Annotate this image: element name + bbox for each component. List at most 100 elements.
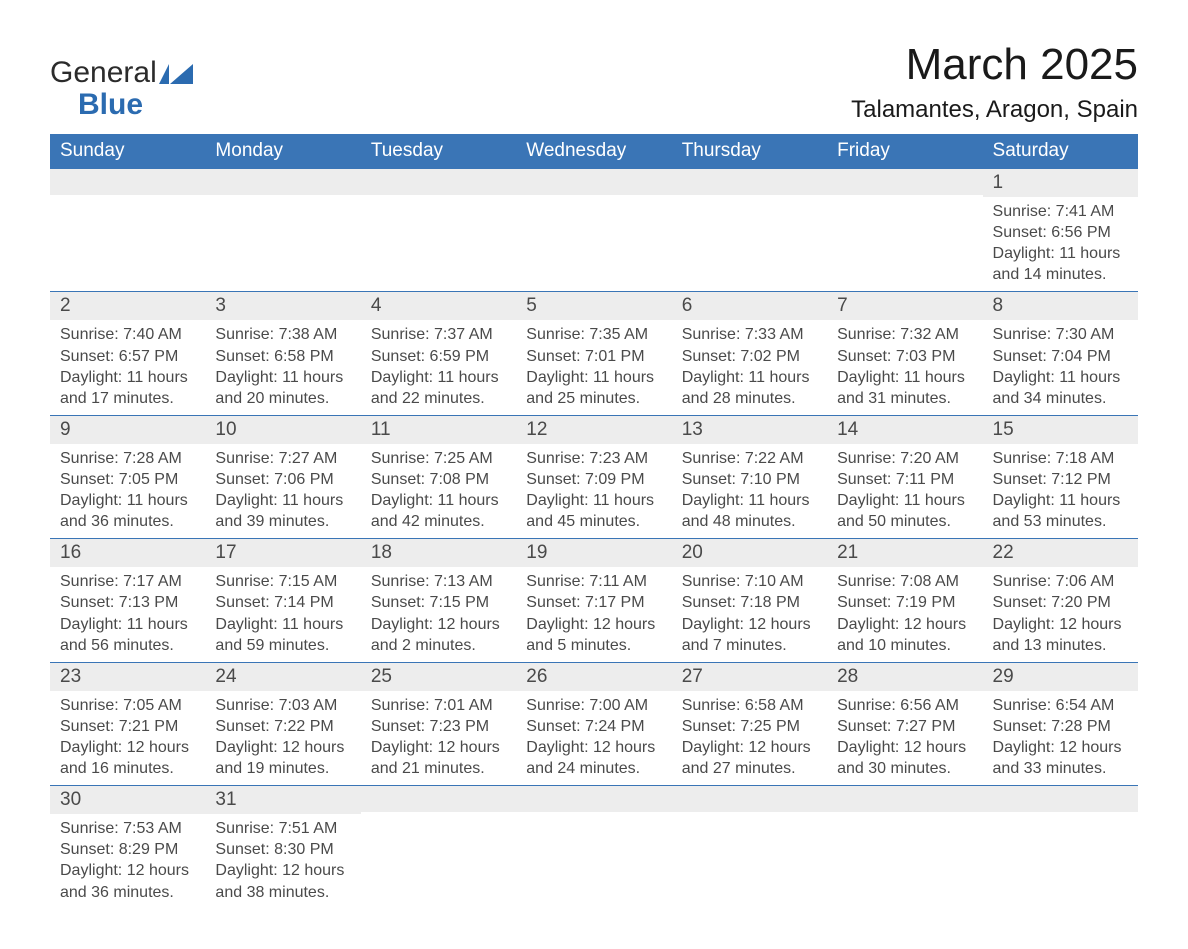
- day-detail-line: Sunset: 7:12 PM: [993, 469, 1128, 490]
- day-detail-line: Sunset: 6:58 PM: [215, 346, 350, 367]
- day-detail-line: Sunrise: 7:01 AM: [371, 695, 506, 716]
- logo-word-2: Blue: [78, 88, 143, 121]
- col-monday: Monday: [205, 134, 360, 169]
- day-detail-line: Sunrise: 7:10 AM: [682, 571, 817, 592]
- day-detail-line: Sunrise: 7:03 AM: [215, 695, 350, 716]
- calendar-cell: 3Sunrise: 7:38 AMSunset: 6:58 PMDaylight…: [205, 292, 360, 415]
- calendar-cell: 8Sunrise: 7:30 AMSunset: 7:04 PMDaylight…: [983, 292, 1138, 415]
- day-detail-line: Daylight: 12 hours: [682, 614, 817, 635]
- day-detail-line: Sunrise: 6:56 AM: [837, 695, 972, 716]
- day-number: 30: [50, 786, 205, 814]
- day-detail-line: Sunset: 6:56 PM: [993, 222, 1128, 243]
- day-details: Sunrise: 6:58 AMSunset: 7:25 PMDaylight:…: [672, 691, 827, 785]
- logo: General Blue: [50, 58, 193, 120]
- day-details: Sunrise: 7:06 AMSunset: 7:20 PMDaylight:…: [983, 567, 1138, 661]
- day-details: Sunrise: 7:38 AMSunset: 6:58 PMDaylight:…: [205, 320, 360, 414]
- day-detail-line: Daylight: 11 hours: [526, 490, 661, 511]
- day-detail-line: and 27 minutes.: [682, 758, 817, 779]
- day-detail-line: Sunrise: 7:18 AM: [993, 448, 1128, 469]
- col-tuesday: Tuesday: [361, 134, 516, 169]
- day-detail-line: and 13 minutes.: [993, 635, 1128, 656]
- day-number: 1: [983, 169, 1138, 197]
- day-details: Sunrise: 7:40 AMSunset: 6:57 PMDaylight:…: [50, 320, 205, 414]
- day-number: [672, 169, 827, 195]
- day-detail-line: Sunset: 7:20 PM: [993, 592, 1128, 613]
- day-details: Sunrise: 6:56 AMSunset: 7:27 PMDaylight:…: [827, 691, 982, 785]
- calendar-cell: 21Sunrise: 7:08 AMSunset: 7:19 PMDayligh…: [827, 539, 982, 662]
- calendar-cell: 25Sunrise: 7:01 AMSunset: 7:23 PMDayligh…: [361, 662, 516, 785]
- day-details: Sunrise: 6:54 AMSunset: 7:28 PMDaylight:…: [983, 691, 1138, 785]
- day-detail-line: Sunset: 7:10 PM: [682, 469, 817, 490]
- calendar-cell: 9Sunrise: 7:28 AMSunset: 7:05 PMDaylight…: [50, 415, 205, 538]
- calendar-cell: 20Sunrise: 7:10 AMSunset: 7:18 PMDayligh…: [672, 539, 827, 662]
- day-details: Sunrise: 7:37 AMSunset: 6:59 PMDaylight:…: [361, 320, 516, 414]
- day-detail-line: and 14 minutes.: [993, 264, 1128, 285]
- day-details: [672, 195, 827, 275]
- day-number: 19: [516, 539, 671, 567]
- day-details: Sunrise: 7:08 AMSunset: 7:19 PMDaylight:…: [827, 567, 982, 661]
- day-detail-line: Daylight: 11 hours: [215, 614, 350, 635]
- day-details: Sunrise: 7:15 AMSunset: 7:14 PMDaylight:…: [205, 567, 360, 661]
- calendar-body: 1Sunrise: 7:41 AMSunset: 6:56 PMDaylight…: [50, 169, 1138, 909]
- day-details: [827, 812, 982, 892]
- day-detail-line: Sunrise: 7:20 AM: [837, 448, 972, 469]
- day-detail-line: Sunrise: 7:08 AM: [837, 571, 972, 592]
- day-detail-line: Daylight: 11 hours: [993, 490, 1128, 511]
- day-number: 18: [361, 539, 516, 567]
- day-number: [205, 169, 360, 195]
- calendar-cell: [827, 169, 982, 292]
- day-detail-line: Daylight: 11 hours: [526, 367, 661, 388]
- day-detail-line: Sunset: 7:18 PM: [682, 592, 817, 613]
- day-details: Sunrise: 7:32 AMSunset: 7:03 PMDaylight:…: [827, 320, 982, 414]
- day-details: Sunrise: 7:20 AMSunset: 7:11 PMDaylight:…: [827, 444, 982, 538]
- day-details: Sunrise: 7:33 AMSunset: 7:02 PMDaylight:…: [672, 320, 827, 414]
- calendar-cell: 1Sunrise: 7:41 AMSunset: 6:56 PMDaylight…: [983, 169, 1138, 292]
- day-detail-line: Sunrise: 7:25 AM: [371, 448, 506, 469]
- day-detail-line: Sunset: 8:29 PM: [60, 839, 195, 860]
- day-detail-line: Sunrise: 7:13 AM: [371, 571, 506, 592]
- day-number: [516, 169, 671, 195]
- day-detail-line: Daylight: 11 hours: [682, 490, 817, 511]
- day-detail-line: Sunset: 7:24 PM: [526, 716, 661, 737]
- day-number: 16: [50, 539, 205, 567]
- day-number: 21: [827, 539, 982, 567]
- calendar-cell: 16Sunrise: 7:17 AMSunset: 7:13 PMDayligh…: [50, 539, 205, 662]
- day-detail-line: and 53 minutes.: [993, 511, 1128, 532]
- day-number: 15: [983, 416, 1138, 444]
- day-detail-line: and 42 minutes.: [371, 511, 506, 532]
- day-detail-line: Sunrise: 7:32 AM: [837, 324, 972, 345]
- calendar-cell: 26Sunrise: 7:00 AMSunset: 7:24 PMDayligh…: [516, 662, 671, 785]
- day-detail-line: Sunrise: 6:58 AM: [682, 695, 817, 716]
- day-details: [983, 812, 1138, 892]
- day-number: 7: [827, 292, 982, 320]
- day-details: [516, 195, 671, 275]
- day-details: Sunrise: 7:23 AMSunset: 7:09 PMDaylight:…: [516, 444, 671, 538]
- calendar-cell: 23Sunrise: 7:05 AMSunset: 7:21 PMDayligh…: [50, 662, 205, 785]
- calendar-cell: 22Sunrise: 7:06 AMSunset: 7:20 PMDayligh…: [983, 539, 1138, 662]
- day-number: 4: [361, 292, 516, 320]
- day-detail-line: Daylight: 12 hours: [993, 737, 1128, 758]
- day-detail-line: Sunset: 7:15 PM: [371, 592, 506, 613]
- day-detail-line: Daylight: 12 hours: [526, 614, 661, 635]
- col-saturday: Saturday: [983, 134, 1138, 169]
- calendar-cell: 19Sunrise: 7:11 AMSunset: 7:17 PMDayligh…: [516, 539, 671, 662]
- calendar-cell: 18Sunrise: 7:13 AMSunset: 7:15 PMDayligh…: [361, 539, 516, 662]
- day-details: Sunrise: 7:22 AMSunset: 7:10 PMDaylight:…: [672, 444, 827, 538]
- day-number: 26: [516, 663, 671, 691]
- day-detail-line: Sunset: 7:19 PM: [837, 592, 972, 613]
- day-details: Sunrise: 7:05 AMSunset: 7:21 PMDaylight:…: [50, 691, 205, 785]
- day-detail-line: Sunrise: 6:54 AM: [993, 695, 1128, 716]
- day-detail-line: Sunset: 7:21 PM: [60, 716, 195, 737]
- day-detail-line: and 45 minutes.: [526, 511, 661, 532]
- calendar-cell: [516, 786, 671, 909]
- calendar-cell: 24Sunrise: 7:03 AMSunset: 7:22 PMDayligh…: [205, 662, 360, 785]
- day-detail-line: Daylight: 11 hours: [837, 490, 972, 511]
- day-detail-line: and 56 minutes.: [60, 635, 195, 656]
- day-number: [516, 786, 671, 812]
- day-details: Sunrise: 7:51 AMSunset: 8:30 PMDaylight:…: [205, 814, 360, 908]
- day-details: [205, 195, 360, 275]
- col-wednesday: Wednesday: [516, 134, 671, 169]
- day-detail-line: Daylight: 11 hours: [837, 367, 972, 388]
- day-detail-line: Sunrise: 7:06 AM: [993, 571, 1128, 592]
- calendar-cell: 10Sunrise: 7:27 AMSunset: 7:06 PMDayligh…: [205, 415, 360, 538]
